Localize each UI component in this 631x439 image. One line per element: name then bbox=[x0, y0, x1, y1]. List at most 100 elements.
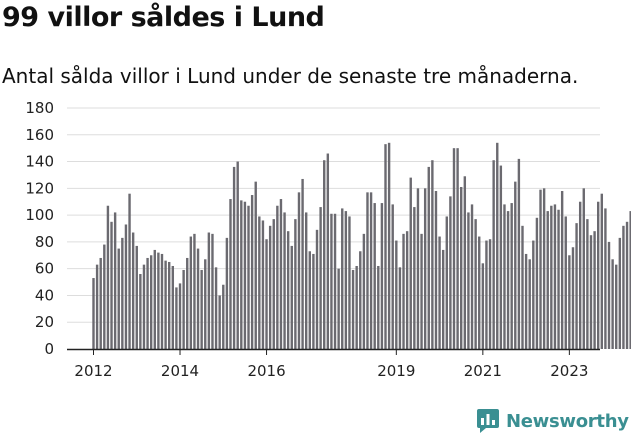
x-tick-label: 2023 bbox=[550, 362, 588, 380]
bar bbox=[189, 236, 193, 349]
bar bbox=[434, 191, 438, 349]
bar bbox=[485, 240, 488, 349]
bar bbox=[575, 223, 578, 349]
bar bbox=[528, 259, 531, 349]
y-tick-label: 140 bbox=[25, 153, 54, 171]
bar bbox=[460, 186, 463, 349]
chart-subtitle: Antal sålda villor i Lund under de senas… bbox=[2, 64, 579, 88]
bar bbox=[503, 204, 506, 349]
bar bbox=[204, 259, 207, 349]
bar bbox=[304, 212, 308, 349]
bar bbox=[355, 265, 358, 349]
bar bbox=[373, 203, 376, 349]
bar bbox=[456, 148, 459, 349]
bar bbox=[571, 247, 575, 349]
bar bbox=[106, 205, 110, 349]
bar bbox=[478, 236, 481, 349]
bar bbox=[247, 205, 250, 349]
bar bbox=[92, 278, 95, 349]
x-tick-label: 2012 bbox=[74, 362, 112, 380]
bar bbox=[517, 158, 521, 349]
bar bbox=[308, 251, 311, 349]
bar bbox=[110, 221, 113, 349]
bar bbox=[423, 188, 427, 349]
bar bbox=[553, 204, 557, 349]
bar bbox=[153, 249, 156, 349]
bar bbox=[319, 207, 322, 349]
x-tick-label: 2016 bbox=[247, 362, 285, 380]
bar bbox=[193, 233, 196, 349]
bar bbox=[384, 144, 387, 349]
bar bbox=[488, 239, 492, 349]
bar bbox=[171, 265, 175, 349]
bar bbox=[380, 203, 384, 349]
bar bbox=[240, 200, 243, 349]
bar bbox=[103, 244, 106, 349]
y-tick-label: 120 bbox=[25, 179, 54, 197]
bar bbox=[348, 216, 351, 349]
bar bbox=[175, 287, 178, 349]
bar bbox=[315, 229, 319, 349]
bar bbox=[535, 217, 539, 349]
bar bbox=[359, 251, 362, 349]
bar bbox=[449, 196, 452, 349]
bar bbox=[290, 245, 293, 349]
y-tick-label: 40 bbox=[35, 286, 54, 304]
bar bbox=[510, 203, 513, 349]
bar bbox=[395, 240, 398, 349]
bar bbox=[297, 192, 301, 349]
bar bbox=[301, 178, 304, 349]
bar bbox=[413, 207, 416, 349]
y-tick-label: 80 bbox=[35, 233, 54, 251]
bar bbox=[149, 255, 153, 349]
x-tick-label: 2014 bbox=[161, 362, 199, 380]
bar bbox=[387, 142, 391, 349]
bar bbox=[276, 205, 279, 349]
y-tick-label: 60 bbox=[35, 260, 54, 278]
bar bbox=[409, 177, 412, 349]
bar bbox=[254, 181, 257, 349]
bar bbox=[232, 166, 236, 349]
bar bbox=[268, 225, 272, 349]
bar bbox=[218, 295, 221, 349]
y-tick-label: 20 bbox=[35, 313, 54, 331]
bar bbox=[344, 211, 348, 349]
bar bbox=[168, 261, 171, 349]
bar bbox=[362, 233, 366, 349]
bar bbox=[597, 201, 600, 349]
bar bbox=[532, 240, 535, 349]
bar bbox=[312, 253, 315, 349]
bar bbox=[95, 264, 99, 349]
bar bbox=[326, 153, 330, 349]
bar bbox=[272, 219, 275, 349]
bar bbox=[600, 193, 604, 349]
bar bbox=[283, 212, 286, 349]
bar bbox=[207, 232, 211, 349]
bar bbox=[467, 212, 470, 349]
bar bbox=[431, 160, 434, 349]
bar bbox=[420, 233, 423, 349]
y-axis-ticks: 0 20 40 60 80 100 120 140 160 180 bbox=[25, 99, 54, 358]
bar bbox=[369, 192, 373, 349]
bar bbox=[586, 219, 589, 349]
bar bbox=[524, 253, 528, 349]
bar bbox=[405, 231, 409, 349]
bar bbox=[506, 211, 510, 349]
bar-chart: 0 20 40 60 80 100 120 140 160 180 2012 2014 2016 201… bbox=[25, 99, 631, 380]
bar bbox=[398, 267, 402, 349]
bar bbox=[258, 216, 261, 349]
y-tick-label: 180 bbox=[25, 99, 54, 117]
bar bbox=[589, 235, 593, 349]
bar bbox=[607, 241, 611, 349]
bar bbox=[182, 270, 185, 349]
bar bbox=[139, 274, 142, 349]
bar bbox=[333, 213, 337, 349]
bar bbox=[211, 233, 214, 349]
bar bbox=[492, 160, 495, 349]
bar bbox=[196, 248, 200, 349]
bar bbox=[200, 270, 203, 349]
bar bbox=[499, 165, 503, 349]
bar bbox=[117, 248, 120, 349]
bar bbox=[135, 245, 138, 349]
bar bbox=[557, 209, 560, 349]
